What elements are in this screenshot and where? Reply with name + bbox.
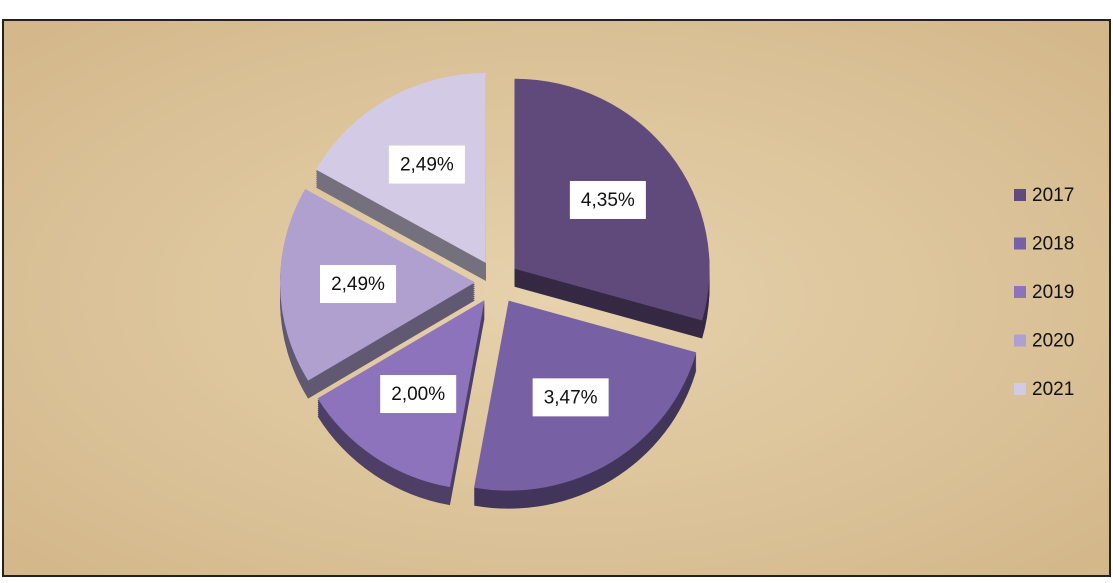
legend-label: 2019 [1032, 282, 1074, 303]
data-label: 2,49% [331, 274, 385, 295]
legend-swatch [1014, 383, 1026, 395]
legend-label: 2020 [1032, 331, 1074, 352]
data-label: 2,49% [400, 155, 454, 176]
data-label: 2,00% [391, 384, 445, 405]
data-label: 4,35% [581, 190, 635, 211]
legend-label: 2018 [1032, 234, 1074, 255]
label-box [380, 375, 457, 414]
legend-swatch [1014, 189, 1026, 201]
legend-label: 2017 [1032, 185, 1074, 206]
label-box [569, 180, 646, 219]
legend-swatch [1014, 286, 1026, 298]
data-label: 3,47% [544, 387, 598, 408]
label-box [320, 265, 397, 304]
legend-swatch [1014, 237, 1026, 250]
label-box [388, 145, 465, 184]
legend-label: 2021 [1032, 379, 1074, 400]
legend-swatch [1014, 334, 1026, 347]
label-box [532, 378, 609, 417]
